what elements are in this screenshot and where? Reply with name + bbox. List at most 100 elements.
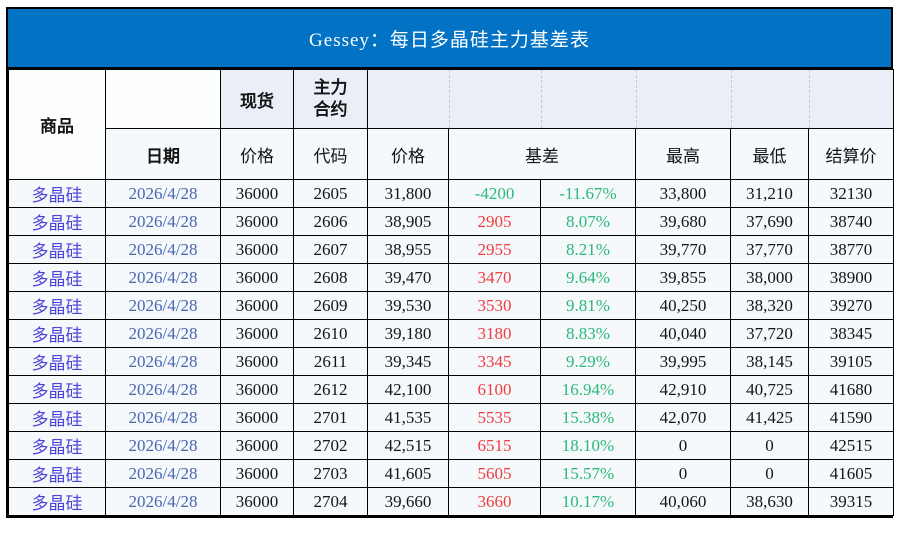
cell-basis-pct: 15.57% — [540, 459, 636, 488]
header-code: 代码 — [293, 128, 368, 180]
cell-settlement: 41605 — [807, 459, 895, 488]
cell-basis-pct: 16.94% — [540, 375, 636, 404]
table-row: 多晶硅 2026/4/28 36000 2703 41,605 5605 15.57% 0 0 4… — [8, 459, 895, 488]
cell-high: 42,070 — [635, 403, 731, 432]
cell-high: 40,060 — [635, 487, 731, 516]
cell-basis: -4200 — [448, 179, 541, 208]
cell-date: 2026/4/28 — [105, 431, 221, 460]
cell-main-price: 39,180 — [367, 319, 449, 348]
cell-high: 0 — [635, 459, 731, 488]
table-row: 多晶硅 2026/4/28 36000 2612 42,100 6100 16.94% 42,… — [8, 375, 895, 404]
cell-low: 41,425 — [730, 403, 809, 432]
cell-settlement: 32130 — [807, 179, 895, 208]
cell-commodity: 多晶硅 — [8, 347, 106, 376]
cell-main-price: 39,345 — [367, 347, 449, 376]
cell-commodity: 多晶硅 — [8, 179, 106, 208]
cell-basis-pct: 15.38% — [540, 403, 636, 432]
header-merged-area — [366, 69, 895, 129]
cell-commodity: 多晶硅 — [8, 487, 106, 516]
cell-low: 38,000 — [730, 263, 809, 292]
cell-contract-code: 2612 — [293, 375, 368, 404]
report-title: Gessey：每日多晶硅主力基差表 — [309, 29, 590, 51]
cell-high: 40,250 — [635, 291, 731, 320]
cell-commodity: 多晶硅 — [8, 207, 106, 236]
cell-spot-price: 36000 — [220, 291, 294, 320]
cell-contract-code: 2701 — [293, 403, 368, 432]
header-spot-price: 价格 — [220, 128, 294, 180]
cell-contract-code: 2606 — [293, 207, 368, 236]
cell-main-price: 39,530 — [367, 291, 449, 320]
cell-date: 2026/4/28 — [105, 375, 221, 404]
cell-spot-price: 36000 — [220, 235, 294, 264]
cell-high: 40,040 — [635, 319, 731, 348]
cell-main-price: 42,515 — [367, 431, 449, 460]
cell-settlement: 41590 — [807, 403, 895, 432]
header-high: 最高 — [635, 128, 731, 180]
table-row: 多晶硅 2026/4/28 36000 2701 41,535 5535 15.38% 42,… — [8, 403, 895, 432]
cell-spot-price: 36000 — [220, 179, 294, 208]
cell-date: 2026/4/28 — [105, 207, 221, 236]
cell-settlement: 38770 — [807, 235, 895, 264]
cell-commodity: 多晶硅 — [8, 263, 106, 292]
cell-basis: 3660 — [448, 487, 541, 516]
cell-main-price: 38,905 — [367, 207, 449, 236]
cell-contract-code: 2703 — [293, 459, 368, 488]
cell-main-price: 39,470 — [367, 263, 449, 292]
cell-settlement: 39105 — [807, 347, 895, 376]
cell-high: 0 — [635, 431, 731, 460]
header-spot: 现货 — [220, 69, 294, 129]
report-container: Gessey：每日多晶硅主力基差表 商品 现货 主力 合约 — [6, 7, 895, 518]
cell-contract-code: 2605 — [293, 179, 368, 208]
cell-basis-pct: 9.64% — [540, 263, 636, 292]
cell-date: 2026/4/28 — [105, 291, 221, 320]
header-commodity: 商品 — [8, 69, 106, 180]
cell-contract-code: 2609 — [293, 291, 368, 320]
cell-basis: 3345 — [448, 347, 541, 376]
cell-main-price: 41,605 — [367, 459, 449, 488]
cell-contract-code: 2611 — [293, 347, 368, 376]
header-main-contract-line2: 合约 — [313, 100, 348, 119]
cell-date: 2026/4/28 — [105, 459, 221, 488]
header-basis: 基差 — [448, 128, 636, 180]
cell-low: 31,210 — [730, 179, 809, 208]
cell-commodity: 多晶硅 — [8, 431, 106, 460]
cell-basis: 5605 — [448, 459, 541, 488]
cell-spot-price: 36000 — [220, 347, 294, 376]
cell-basis: 2905 — [448, 207, 541, 236]
cell-contract-code: 2702 — [293, 431, 368, 460]
header-date: 日期 — [105, 128, 221, 180]
cell-basis: 6515 — [448, 431, 541, 460]
header-row-bottom: 日期 价格 代码 价格 基差 最高 最低 结算价 — [9, 128, 895, 180]
table-row: 多晶硅 2026/4/28 36000 2605 31,800 -4200 -11.67% 3… — [8, 179, 895, 208]
report-title-bar: Gessey：每日多晶硅主力基差表 — [8, 9, 891, 69]
cell-basis: 2955 — [448, 235, 541, 264]
cell-basis-pct: 9.29% — [540, 347, 636, 376]
cell-settlement: 39315 — [807, 487, 895, 516]
dashed-divider — [636, 70, 637, 128]
cell-date: 2026/4/28 — [105, 347, 221, 376]
cell-commodity: 多晶硅 — [8, 375, 106, 404]
cell-commodity: 多晶硅 — [8, 291, 106, 320]
dashed-divider — [449, 70, 450, 128]
cell-basis-pct: 8.21% — [540, 235, 636, 264]
cell-basis-pct: -11.67% — [540, 179, 636, 208]
cell-main-price: 42,100 — [367, 375, 449, 404]
cell-low: 0 — [730, 431, 809, 460]
cell-low: 38,320 — [730, 291, 809, 320]
cell-low: 38,630 — [730, 487, 809, 516]
basis-table: 商品 现货 主力 合约 日期 价格 代码 价格 — [8, 69, 895, 516]
cell-high: 39,680 — [635, 207, 731, 236]
cell-contract-code: 2607 — [293, 235, 368, 264]
cell-spot-price: 36000 — [220, 431, 294, 460]
cell-spot-price: 36000 — [220, 459, 294, 488]
cell-basis: 3470 — [448, 263, 541, 292]
header-row-top: 商品 现货 主力 合约 — [8, 69, 895, 180]
table-row: 多晶硅 2026/4/28 36000 2611 39,345 3345 9.29% 39,9… — [8, 347, 895, 376]
header-main-contract: 主力 合约 — [293, 69, 368, 129]
table-row: 多晶硅 2026/4/28 36000 2608 39,470 3470 9.64% 39,8… — [8, 263, 895, 292]
cell-date: 2026/4/28 — [105, 319, 221, 348]
table-row: 多晶硅 2026/4/28 36000 2704 39,660 3660 10.17% 40,… — [8, 487, 895, 516]
cell-spot-price: 36000 — [220, 403, 294, 432]
cell-basis: 3180 — [448, 319, 541, 348]
cell-basis: 6100 — [448, 375, 541, 404]
